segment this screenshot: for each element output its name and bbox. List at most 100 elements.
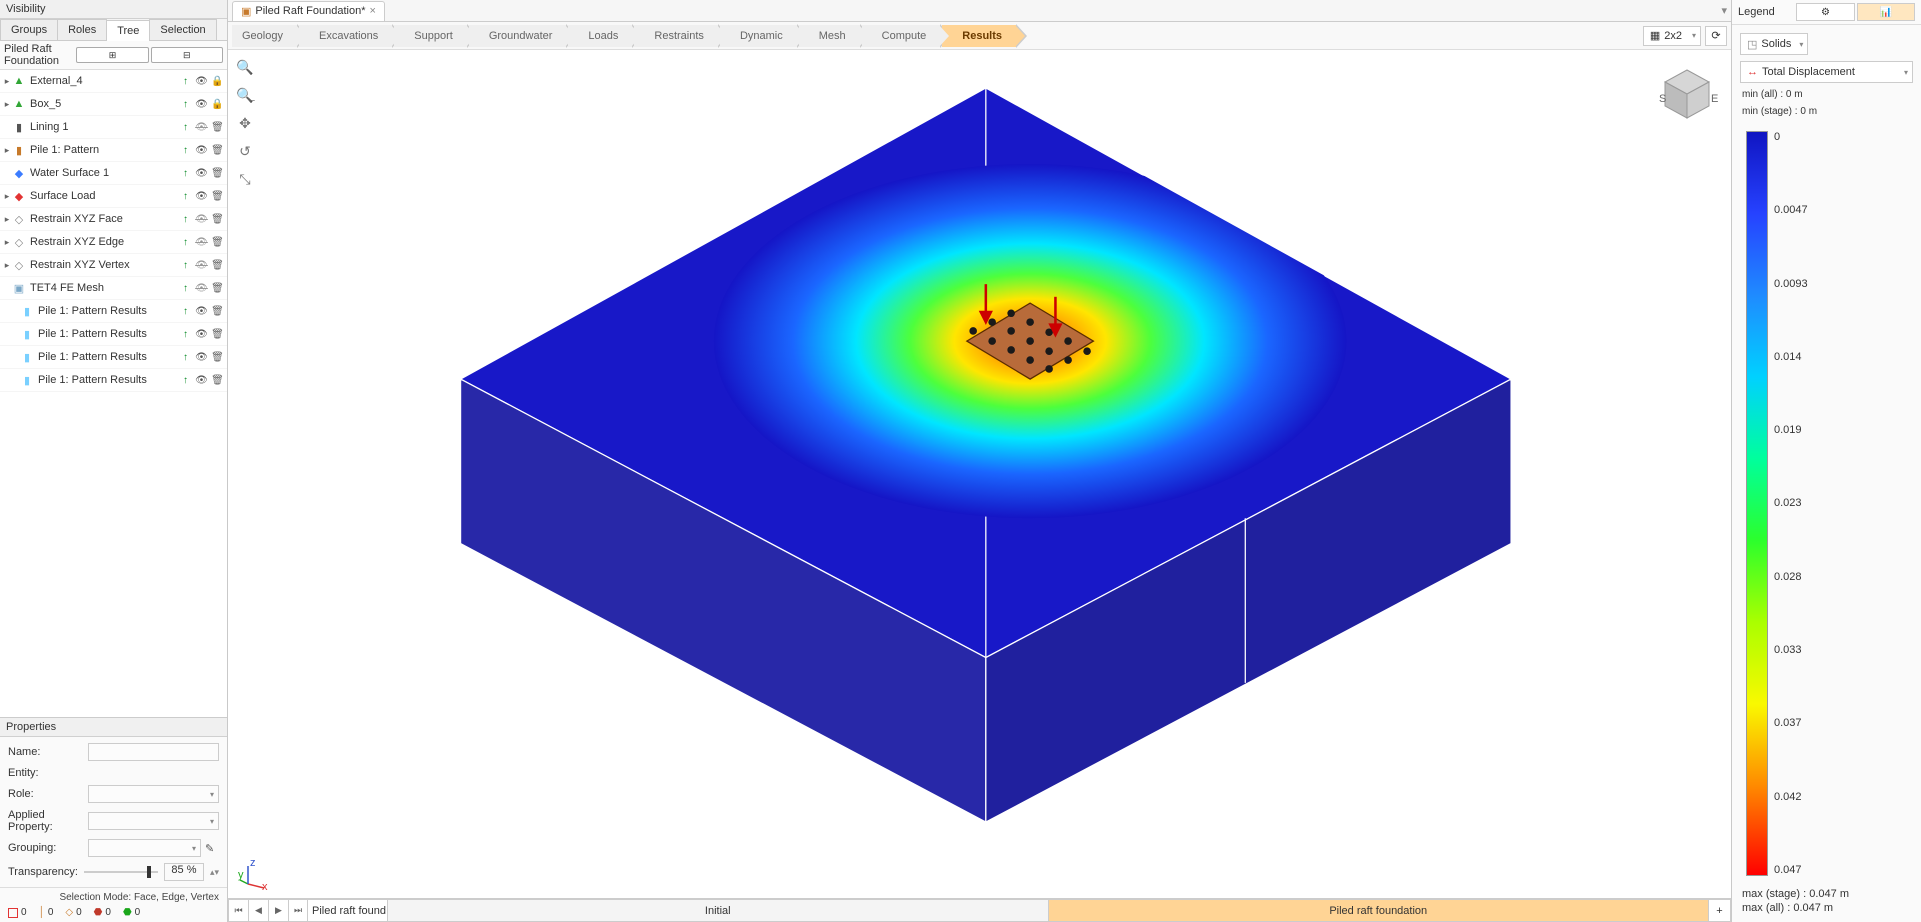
breadcrumb-excavations[interactable]: Excavations [299,25,392,47]
tree-row[interactable]: ▮Lining 1↑👁🗑 [0,116,227,139]
direction-icon[interactable]: ↑ [178,166,193,181]
pan-icon[interactable]: ✥ [234,112,256,134]
visibility-icon[interactable]: 👁 [194,166,209,181]
transparency-value[interactable]: 85 % [164,863,204,881]
legend-result-select[interactable]: ↔ Total Displacement [1740,61,1913,83]
visibility-icon[interactable]: 👁 [194,74,209,89]
visibility-icon[interactable]: 👁 [194,212,209,227]
visibility-icon[interactable]: 👁 [194,235,209,250]
direction-icon[interactable]: ↑ [178,281,193,296]
close-tab-icon[interactable]: × [369,5,375,17]
delete-icon[interactable]: 🗑 [210,350,225,365]
breadcrumb-dynamic[interactable]: Dynamic [720,25,797,47]
visibility-icon[interactable]: 👁 [194,189,209,204]
stage-next-button[interactable]: ▶ [268,899,288,922]
viewport-grid-select[interactable]: ▦ 2x2 [1643,26,1701,46]
tab-dropdown-icon[interactable]: ▾ [1721,4,1727,17]
tree-row[interactable]: ▮Pile 1: Pattern Results↑👁🗑 [0,346,227,369]
tree-collapse-all-icon[interactable]: ⊟ [151,47,223,63]
tree-expand-all-icon[interactable]: ⊞ [76,47,148,63]
prop-name-input[interactable] [88,743,219,761]
breadcrumb-groundwater[interactable]: Groundwater [469,25,567,47]
visibility-icon[interactable]: 👁 [194,350,209,365]
tree-row[interactable]: ▸▲Box_5↑👁🔒 [0,93,227,116]
zoom-window-icon[interactable]: 🔍 [234,56,256,78]
delete-icon[interactable]: 🗑 [210,327,225,342]
visibility-icon[interactable]: 👁 [194,143,209,158]
delete-icon[interactable]: 🗑 [210,258,225,273]
delete-icon[interactable]: 🗑 [210,166,225,181]
stage-cell[interactable]: Piled raft foundation [1049,899,1710,922]
transparency-slider[interactable] [84,871,158,873]
tree-row[interactable]: ▮Pile 1: Pattern Results↑👁🗑 [0,323,227,346]
tree-row[interactable]: ▣TET4 FE Mesh↑👁🗑 [0,277,227,300]
direction-icon[interactable]: ↑ [178,212,193,227]
rotate-icon[interactable]: ↺ [234,140,256,162]
direction-icon[interactable]: ↑ [178,74,193,89]
direction-icon[interactable]: ↑ [178,189,193,204]
zoom-out-icon[interactable]: 🔍− [234,84,256,106]
tree-row[interactable]: ▮Pile 1: Pattern Results↑👁🗑 [0,369,227,392]
visibility-tab-roles[interactable]: Roles [57,19,107,40]
tree-row[interactable]: ▸◆Surface Load↑👁🗑 [0,185,227,208]
delete-icon[interactable]: 🗑 [210,120,225,135]
tree-row[interactable]: ▸◇Restrain XYZ Face↑👁🗑 [0,208,227,231]
breadcrumb-geology[interactable]: Geology [232,25,297,47]
direction-icon[interactable]: ↑ [178,350,193,365]
delete-icon[interactable]: 🗑 [210,143,225,158]
breadcrumb-support[interactable]: Support [394,25,467,47]
prop-role-select[interactable] [88,785,219,803]
tree-row[interactable]: ▸▲External_4↑👁🔒 [0,70,227,93]
delete-icon[interactable]: 🗑 [210,281,225,296]
tree-row[interactable]: ▮Pile 1: Pattern Results↑👁🗑 [0,300,227,323]
tree-row[interactable]: ▸◇Restrain XYZ Edge↑👁🗑 [0,231,227,254]
breadcrumb-restraints[interactable]: Restraints [634,25,718,47]
expand-icon[interactable]: ▸ [2,214,12,225]
breadcrumb-results[interactable]: Results [942,25,1016,47]
expand-icon[interactable]: ▸ [2,145,12,156]
visibility-tab-groups[interactable]: Groups [0,19,58,40]
expand-icon[interactable]: ▸ [2,76,12,87]
direction-icon[interactable]: ↑ [178,235,193,250]
nav-cube-gizmo[interactable]: S E [1655,62,1719,126]
stage-last-button[interactable]: ⏭ [288,899,308,922]
visibility-icon[interactable]: 👁 [194,258,209,273]
stepper-icon[interactable]: ▴▾ [210,867,219,878]
direction-icon[interactable]: ↑ [178,304,193,319]
tree-row[interactable]: ▸◇Restrain XYZ Vertex↑👁🗑 [0,254,227,277]
visibility-icon[interactable]: 👁 [194,327,209,342]
direction-icon[interactable]: ↑ [178,97,193,112]
expand-icon[interactable]: ▸ [2,99,12,110]
stage-first-button[interactable]: ⏮ [228,899,248,922]
direction-icon[interactable]: ↑ [178,373,193,388]
direction-icon[interactable]: ↑ [178,327,193,342]
delete-icon[interactable]: 🗑 [210,373,225,388]
stage-prev-button[interactable]: ◀ [248,899,268,922]
legend-entity-select[interactable]: ◳ Solids [1740,33,1808,55]
fit-icon[interactable]: ⤡ [234,168,256,190]
document-tab[interactable]: ▣ Piled Raft Foundation* × [232,1,385,21]
delete-icon[interactable]: 🗑 [210,235,225,250]
lock-icon[interactable]: 🔒 [210,97,225,112]
lock-icon[interactable]: 🔒 [210,74,225,89]
prop-applied-select[interactable] [88,812,219,830]
visibility-tab-selection[interactable]: Selection [149,19,216,40]
expand-icon[interactable]: ▸ [2,260,12,271]
edit-icon[interactable]: ✎ [205,842,219,855]
breadcrumb-mesh[interactable]: Mesh [799,25,860,47]
delete-icon[interactable]: 🗑 [210,304,225,319]
legend-settings-icon[interactable]: ⚙ [1796,3,1854,21]
legend-chart-icon[interactable]: 📊 [1857,3,1915,21]
visibility-icon[interactable]: 👁 [194,120,209,135]
tree-row[interactable]: ◆Water Surface 1↑👁🗑 [0,162,227,185]
delete-icon[interactable]: 🗑 [210,189,225,204]
prop-grouping-select[interactable] [88,839,201,857]
stage-name-field[interactable]: Piled raft found [308,899,388,922]
add-stage-button[interactable]: + [1709,899,1731,922]
direction-icon[interactable]: ↑ [178,143,193,158]
stage-cell[interactable]: Initial [388,899,1049,922]
visibility-icon[interactable]: 👁 [194,97,209,112]
expand-icon[interactable]: ▸ [2,237,12,248]
visibility-icon[interactable]: 👁 [194,373,209,388]
tree-row[interactable]: ▸▮Pile 1: Pattern↑👁🗑 [0,139,227,162]
